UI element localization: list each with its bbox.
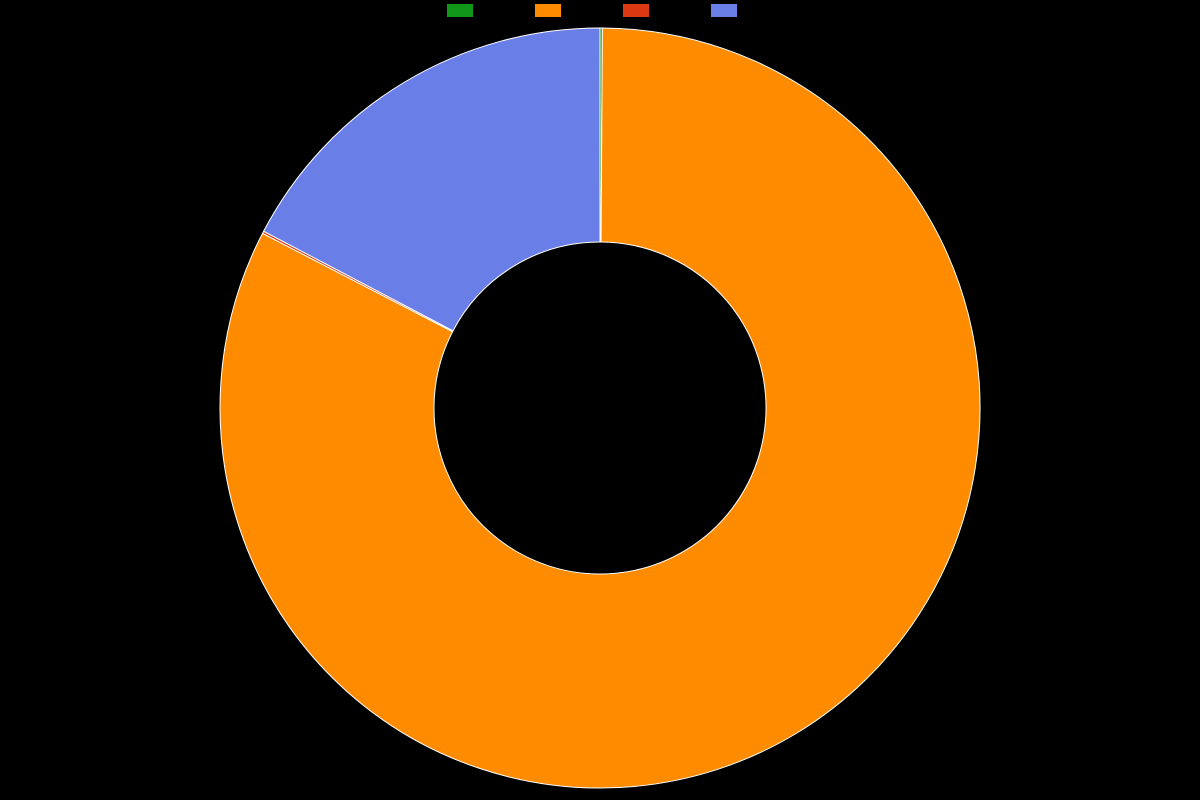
- chart-stage: [0, 0, 1200, 800]
- donut-slices: [220, 28, 980, 788]
- donut-chart: [0, 0, 1200, 800]
- donut-svg: [0, 0, 1200, 800]
